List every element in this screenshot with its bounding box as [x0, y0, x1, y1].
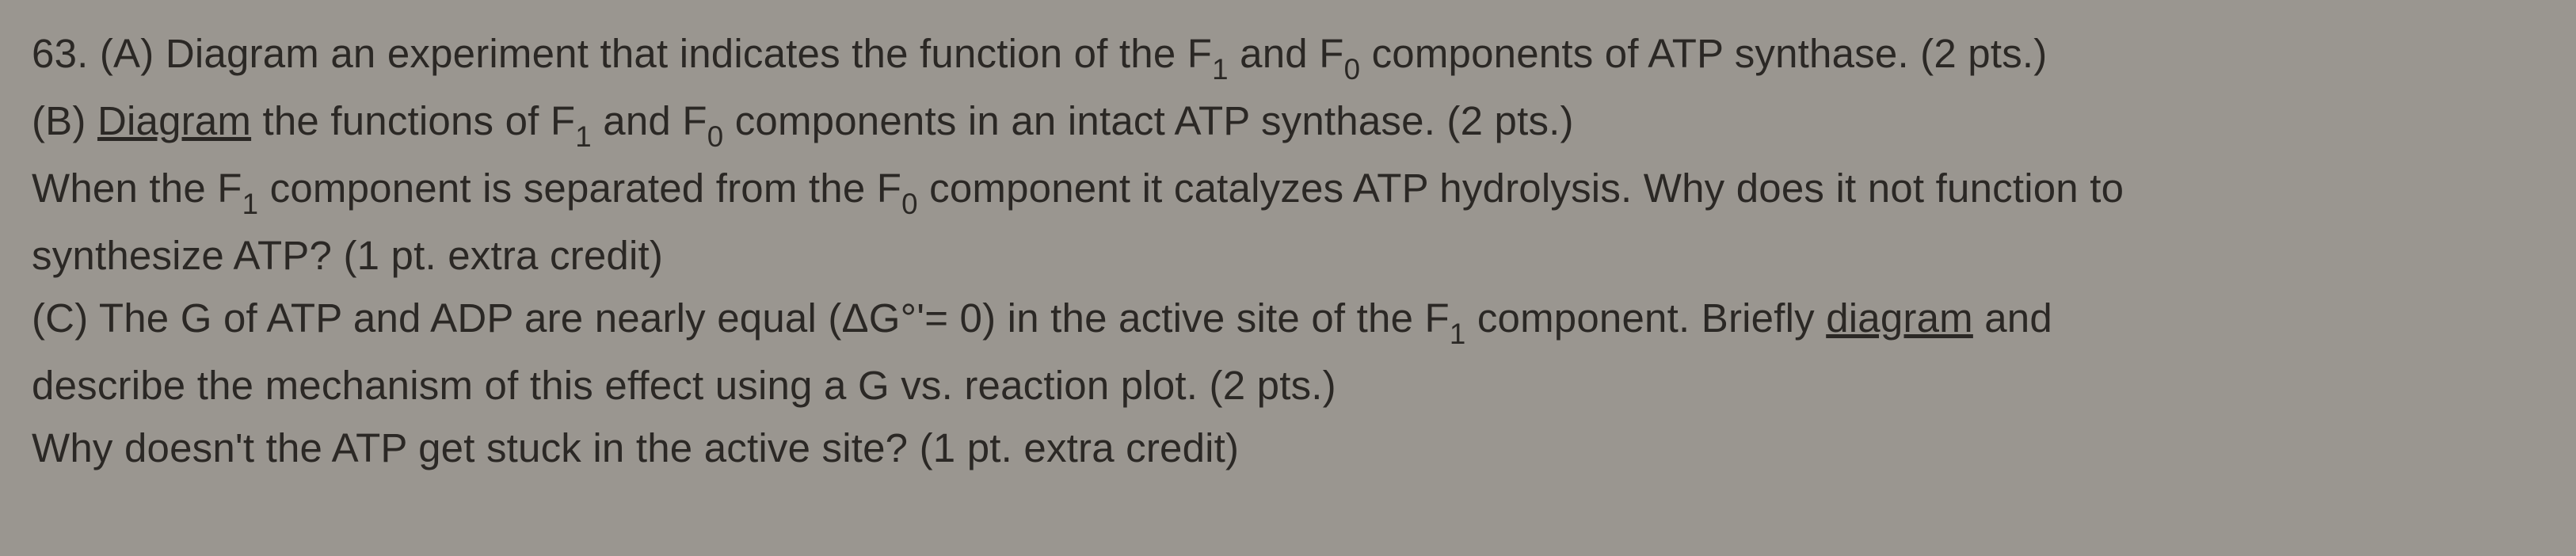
part-b-text1: the functions of F: [251, 98, 575, 143]
subscript-1: 1: [1450, 318, 1466, 350]
line-3: When the F1 component is separated from …: [32, 157, 2544, 224]
subscript-0: 0: [901, 188, 918, 220]
part-a-text3: components of ATP synthase. (2 pts.): [1360, 31, 2047, 76]
question-number: 63.: [32, 31, 89, 76]
part-c-label: (C): [32, 295, 88, 341]
line-1: 63. (A) Diagram an experiment that indic…: [32, 22, 2544, 89]
part-a-text2: and F: [1229, 31, 1344, 76]
part-c-text2: component. Briefly: [1465, 295, 1826, 341]
line6-text: describe the mechanism of this effect us…: [32, 363, 1336, 408]
line-7: Why doesn't the ATP get stuck in the act…: [32, 417, 2544, 479]
line3-text1: When the F: [32, 166, 242, 211]
line4-text: synthesize ATP? (1 pt. extra credit): [32, 233, 663, 278]
line-4: synthesize ATP? (1 pt. extra credit): [32, 224, 2544, 287]
line-2: (B) Diagram the functions of F1 and F0 c…: [32, 89, 2544, 157]
part-a-text1: Diagram an experiment that indicates the…: [154, 31, 1212, 76]
part-b-text3: components in an intact ATP synthase. (2…: [723, 98, 1573, 143]
question-block: 63. (A) Diagram an experiment that indic…: [32, 22, 2544, 480]
line3-text3: component it catalyzes ATP hydrolysis. W…: [918, 166, 2124, 211]
line7-text: Why doesn't the ATP get stuck in the act…: [32, 425, 1239, 470]
part-c-text1: The G of ATP and ADP are nearly equal (Δ…: [88, 295, 1449, 341]
line3-text2: component is separated from the F: [258, 166, 901, 211]
part-b-text2: and F: [592, 98, 707, 143]
part-b-underline: Diagram: [97, 98, 251, 143]
part-b-label: (B): [32, 98, 86, 143]
part-a-label: (A): [100, 31, 154, 76]
subscript-0: 0: [707, 120, 724, 153]
part-c-text3: and: [1973, 295, 2052, 341]
subscript-1: 1: [575, 120, 592, 153]
subscript-0: 0: [1344, 53, 1361, 86]
subscript-1: 1: [1212, 53, 1229, 86]
subscript-1: 1: [242, 188, 259, 220]
line-5: (C) The G of ATP and ADP are nearly equa…: [32, 287, 2544, 354]
part-c-underline: diagram: [1826, 295, 1973, 341]
line-6: describe the mechanism of this effect us…: [32, 354, 2544, 417]
